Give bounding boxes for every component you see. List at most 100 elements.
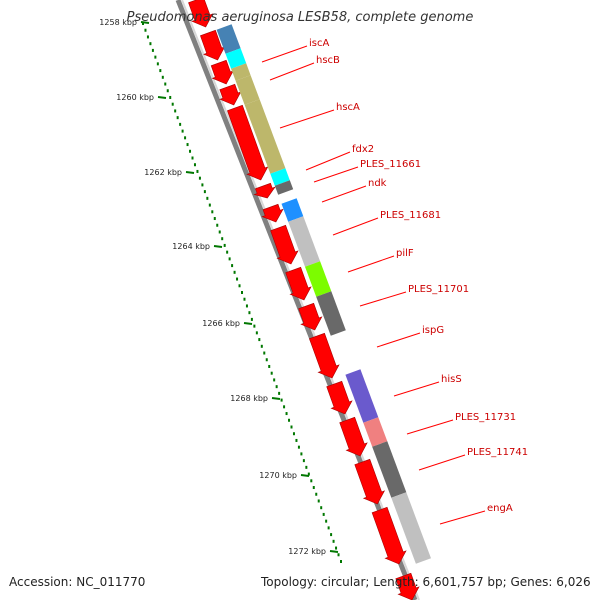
gene-arrow (309, 332, 340, 379)
gene-arrow (210, 59, 234, 85)
label-leader (279, 109, 335, 129)
scale-dot (295, 438, 298, 442)
scale-tick-label: 1258 kbp (99, 18, 137, 27)
scale-dot (283, 405, 286, 409)
feature-block-hscA (235, 75, 260, 105)
feature-block-hscA (244, 99, 286, 174)
gene-arrow (285, 266, 312, 301)
scale-dot (169, 95, 172, 99)
gene-label-pilF: pilF (396, 248, 414, 259)
scale-dot (260, 344, 263, 348)
scale-dot (335, 546, 338, 550)
scale-dot (186, 143, 189, 147)
gene-label-iscA: iscA (309, 38, 329, 49)
scale-dot (203, 190, 206, 194)
scale-dot (327, 526, 330, 530)
scale-dot (176, 116, 179, 120)
scale-dot (245, 304, 248, 308)
feature-block-PLES_11661 (274, 180, 294, 195)
scale-dot (312, 486, 315, 490)
scale-dot (218, 230, 221, 234)
gene-arrow (395, 572, 420, 600)
scale-dot (275, 385, 278, 389)
feature-block-PLES_11701 (316, 291, 346, 336)
scale-tick (243, 322, 253, 325)
scale-dot (228, 257, 231, 261)
feature-color-track (216, 24, 431, 564)
gene-arrow-track (188, 0, 420, 600)
gene-label-PLES_11741: PLES_11741 (467, 447, 528, 458)
scale-dot (288, 418, 291, 422)
scale-dot (151, 48, 154, 52)
scale-track: 1258 kbp 1260 kbp 1262 kbp 1264 kbp 1266 kbp… (99, 18, 342, 563)
feature-block-engA (391, 492, 431, 564)
gene-label-fdx2: fdx2 (352, 144, 374, 155)
label-leader (393, 381, 440, 397)
scale-dot (156, 62, 159, 66)
gene-arrow (261, 203, 284, 223)
scale-dot (325, 519, 328, 523)
scale-dot (208, 203, 211, 207)
scale-dot (179, 122, 182, 126)
scale-dot (290, 425, 293, 429)
gene-label-PLES_11661: PLES_11661 (360, 159, 421, 170)
scale-dot (300, 452, 303, 456)
label-leader (406, 419, 454, 435)
label-leader (269, 62, 315, 81)
gene-arrow (298, 302, 323, 331)
scale-dot (181, 129, 184, 133)
scale-dot (253, 324, 256, 328)
gene-label-hscB: hscB (316, 55, 340, 66)
scale-dot (278, 391, 281, 395)
scale-tick-label: 1272 kbp (288, 547, 326, 556)
scale-dot (164, 82, 167, 86)
scale-dot (307, 472, 310, 476)
scale-dot (285, 412, 288, 416)
scale-tick-label: 1270 kbp (259, 471, 297, 480)
scale-dot (263, 351, 266, 355)
label-leader (313, 166, 359, 183)
scale-dot (236, 277, 239, 281)
scale-dot (243, 297, 246, 301)
scale-dot (144, 28, 147, 32)
scale-dot (322, 512, 325, 516)
scale-dot (320, 506, 323, 510)
scale-dot (193, 163, 196, 167)
feature-block-fdx2 (270, 168, 290, 186)
scale-tick (329, 550, 339, 553)
scale-tick (213, 245, 223, 248)
scale-dot (310, 479, 313, 483)
scale-dot (142, 22, 144, 25)
scale-dot (198, 176, 201, 180)
accession-label: Accession: NC_011770 (9, 575, 146, 589)
scale-dot (201, 183, 204, 187)
scale-dot (154, 55, 157, 59)
scale-dot (250, 317, 253, 321)
scale-tick (157, 96, 167, 99)
scale-dot (166, 89, 169, 93)
gene-label-hisS: hisS (441, 374, 462, 385)
scale-tick-label: 1268 kbp (230, 394, 268, 403)
scale-dot (270, 371, 273, 375)
scale-dot (332, 539, 335, 543)
gene-arrow (219, 83, 242, 106)
scale-tick-label: 1266 kbp (202, 319, 240, 328)
map-title: Pseudomonas aeruginosa LESB58, complete … (126, 10, 474, 25)
scale-dot (213, 217, 216, 221)
scale-dot (268, 364, 271, 368)
gene-arrow (354, 458, 386, 505)
scale-dot (265, 358, 268, 362)
label-leader (418, 454, 466, 471)
scale-dot (161, 75, 164, 79)
scale-tick (185, 171, 195, 174)
gene-label-engA: engA (487, 503, 513, 514)
scale-dot (159, 69, 162, 73)
feature-block-hscB (225, 48, 247, 69)
feature-block-hscA (231, 63, 251, 81)
scale-dot (258, 338, 261, 342)
gene-arrow (188, 0, 214, 28)
scale-dot (302, 459, 305, 463)
scale-dot (273, 378, 276, 382)
